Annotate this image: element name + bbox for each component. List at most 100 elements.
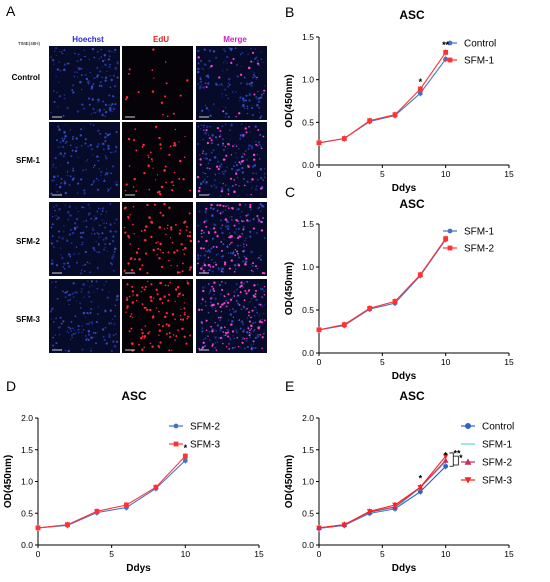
- nucleus-dot: [55, 215, 57, 217]
- edu-dot: [183, 307, 186, 310]
- nucleus-dot: [257, 141, 261, 144]
- edu-dot: [141, 332, 144, 335]
- edu-dot: [124, 189, 127, 192]
- edu-dot: [163, 295, 166, 298]
- nucleus-dot: [243, 255, 246, 258]
- nucleus-dot: [233, 165, 235, 167]
- edu-dot: [214, 310, 217, 312]
- nucleus-dot: [204, 157, 208, 160]
- edu-dot: [135, 149, 138, 152]
- edu-dot: [236, 236, 240, 240]
- nucleus-dot: [114, 150, 117, 153]
- nucleus-dot: [226, 62, 228, 64]
- nucleus-dot: [224, 184, 227, 187]
- nucleus-dot: [97, 143, 100, 145]
- nucleus-dot: [95, 280, 98, 283]
- edu-dot: [189, 266, 192, 269]
- edu-dot: [179, 94, 182, 97]
- nucleus-dot: [104, 226, 106, 229]
- edu-dot: [251, 262, 255, 265]
- nucleus-dot: [255, 56, 258, 59]
- nucleus-dot: [214, 336, 217, 339]
- nucleus-dot: [204, 300, 207, 303]
- nucleus-dot: [227, 82, 230, 84]
- nucleus-dot: [73, 75, 76, 78]
- edu-dot: [171, 349, 173, 352]
- edu-dot: [143, 346, 145, 349]
- nucleus-dot: [104, 103, 108, 107]
- marker-circle: [173, 423, 179, 429]
- nucleus-dot: [200, 67, 203, 69]
- nucleus-dot: [67, 211, 70, 214]
- edu-dot: [183, 156, 186, 158]
- nucleus-dot: [79, 307, 82, 309]
- nucleus-dot: [91, 227, 93, 229]
- nucleus-dot: [50, 111, 52, 114]
- nucleus-dot: [84, 74, 87, 76]
- nucleus-dot: [264, 85, 266, 87]
- nucleus-dot: [111, 110, 113, 113]
- nucleus-dot: [66, 262, 70, 265]
- nucleus-dot: [85, 226, 88, 228]
- nucleus-dot: [257, 100, 261, 104]
- edu-dot: [208, 137, 211, 140]
- nucleus-dot: [67, 326, 70, 329]
- edu-dot: [164, 61, 167, 63]
- edu-dot: [163, 170, 165, 173]
- edu-dot: [129, 315, 132, 318]
- edu-dot: [228, 236, 231, 239]
- nucleus-dot: [90, 183, 93, 186]
- nucleus-dot: [111, 95, 114, 98]
- edu-dot: [228, 348, 230, 350]
- nucleus-dot: [207, 162, 210, 164]
- nucleus-dot: [94, 332, 97, 335]
- marker-square: [316, 327, 322, 333]
- nucleus-dot: [69, 214, 72, 217]
- nucleus-dot: [207, 311, 210, 314]
- edu-dot: [220, 249, 224, 252]
- nucleus-dot: [100, 49, 103, 51]
- edu-dot: [130, 268, 134, 272]
- edu-dot: [220, 311, 222, 313]
- nucleus-dot: [71, 334, 73, 336]
- nucleus-dot: [85, 169, 87, 171]
- edu-dot: [199, 163, 202, 166]
- nucleus-dot: [241, 97, 245, 100]
- nucleus-dot: [73, 226, 77, 230]
- nucleus-dot: [113, 247, 117, 251]
- nucleus-dot: [114, 103, 117, 106]
- edu-dot: [255, 143, 257, 146]
- edu-dot: [230, 206, 234, 210]
- edu-dot: [256, 215, 259, 217]
- nucleus-dot: [219, 182, 221, 184]
- nucleus-dot: [203, 345, 207, 348]
- nucleus-dot: [221, 96, 223, 98]
- marker-triangle-down: [464, 477, 472, 484]
- nucleus-dot: [71, 178, 75, 181]
- edu-dot: [132, 294, 134, 296]
- time-label: TIME(48H): [18, 41, 41, 46]
- edu-dot: [182, 178, 185, 181]
- edu-dot: [218, 76, 221, 79]
- nucleus-dot: [202, 129, 205, 132]
- edu-dot: [156, 191, 160, 194]
- micrograph-edu-sfm-2: [122, 202, 193, 276]
- nucleus-dot: [214, 307, 217, 310]
- edu-dot: [144, 325, 147, 327]
- nucleus-dot: [237, 184, 241, 187]
- nucleus-dot: [208, 268, 211, 272]
- edu-dot: [241, 341, 244, 344]
- edu-dot: [230, 242, 232, 244]
- nucleus-dot: [63, 137, 66, 140]
- edu-dot: [232, 308, 234, 310]
- nucleus-dot: [239, 134, 242, 137]
- nucleus-dot: [256, 178, 259, 181]
- nucleus-dot: [243, 76, 246, 79]
- nucleus-dot: [256, 104, 259, 107]
- nucleus-dot: [244, 239, 246, 242]
- edu-dot: [169, 226, 173, 229]
- nucleus-dot: [214, 136, 218, 139]
- edu-dot: [246, 307, 248, 310]
- edu-dot: [237, 220, 239, 222]
- nucleus-dot: [220, 83, 223, 86]
